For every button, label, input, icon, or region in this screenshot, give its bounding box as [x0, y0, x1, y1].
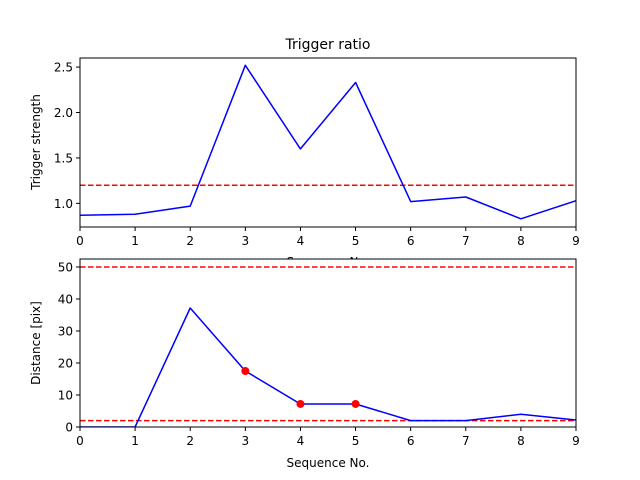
top-y-tick-label: 2.0 [54, 106, 73, 120]
top-subplot: Trigger ratio Trigger strength Sequence … [29, 37, 580, 269]
bottom-y-tick-label: 0 [65, 421, 73, 435]
bottom-x-tick-label: 2 [186, 434, 194, 448]
bottom-y-tick-label: 10 [58, 389, 73, 403]
top-y-tick-label: 1.0 [54, 197, 73, 211]
bottom-axes-frame [79, 258, 577, 428]
top-series-line-0 [80, 64, 576, 220]
top-x-tick-label: 9 [572, 234, 580, 248]
bottom-x-tick-label: 3 [242, 434, 250, 448]
bottom-x-axis-label: Sequence No. [287, 456, 370, 470]
bottom-y-tick-label: 50 [58, 261, 73, 275]
bottom-marker-point [241, 367, 250, 375]
bottom-y-axis-label: Distance [pix] [29, 301, 43, 385]
top-x-tick-label: 2 [186, 234, 194, 248]
bottom-x-tick-label: 7 [462, 434, 470, 448]
bottom-x-tick-label: 0 [76, 434, 84, 448]
bottom-marker-point [351, 399, 360, 408]
top-data-layer [80, 64, 576, 220]
top-y-tick-label: 1.5 [54, 151, 73, 165]
bottom-x-tick-label: 4 [297, 434, 305, 448]
bottom-subplot: Distance [pix] Sequence No. 0 1 2 3 4 5 6 7 8 9 0 1… [29, 258, 580, 470]
bottom-x-tick-label: 8 [517, 434, 525, 448]
top-x-tick-label: 1 [131, 234, 139, 248]
top-x-tick-label: 3 [242, 234, 250, 248]
top-x-tick-label: 7 [462, 234, 470, 248]
top-x-tick-label: 4 [297, 234, 305, 248]
top-x-tick-label: 0 [76, 234, 84, 248]
top-chart-title: Trigger ratio [284, 37, 370, 53]
bottom-y-tick-label: 40 [58, 293, 73, 307]
bottom-x-tick-label: 5 [352, 434, 360, 448]
top-plot-area [80, 58, 576, 227]
bottom-marker-point [296, 399, 305, 408]
bottom-x-tick-label: 1 [131, 434, 139, 448]
bottom-series-line-0 [80, 307, 576, 427]
bottom-plot-area [80, 259, 576, 427]
top-y-axis-label: Trigger strength [29, 94, 43, 191]
bottom-x-tick-label: 6 [407, 434, 415, 448]
top-axes-frame [79, 57, 577, 228]
bottom-x-tick-label: 9 [572, 434, 580, 448]
top-x-tick-label: 8 [517, 234, 525, 248]
top-x-tick-label: 5 [352, 234, 360, 248]
bottom-y-tick-label: 20 [58, 357, 73, 371]
bottom-y-tick-label: 30 [58, 325, 73, 339]
bottom-data-layer [80, 266, 576, 427]
top-x-tick-label: 6 [407, 234, 415, 248]
top-y-tick-label: 2.5 [54, 61, 73, 75]
